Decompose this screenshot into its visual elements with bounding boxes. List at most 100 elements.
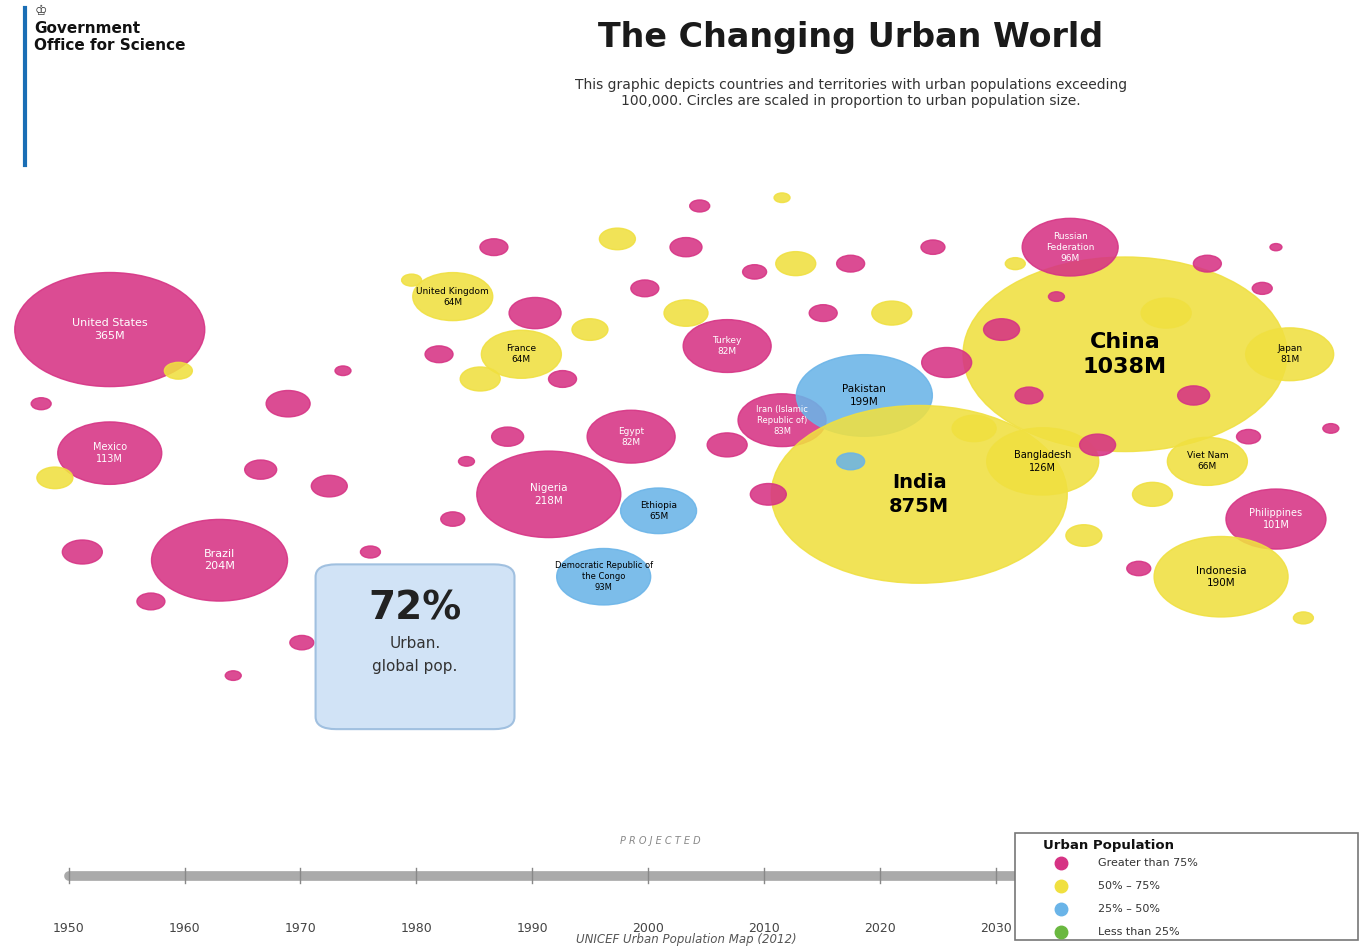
Text: This graphic depicts countries and territories with urban populations exceeding
: This graphic depicts countries and terri… — [575, 79, 1126, 109]
Circle shape — [549, 370, 576, 387]
Text: Pakistan
199M: Pakistan 199M — [842, 384, 886, 406]
Text: Less than 25%: Less than 25% — [1098, 926, 1179, 937]
Circle shape — [491, 427, 524, 446]
Circle shape — [413, 273, 493, 321]
Circle shape — [796, 354, 933, 437]
Circle shape — [1323, 423, 1339, 433]
Circle shape — [774, 193, 790, 203]
Circle shape — [1015, 387, 1043, 403]
Text: Iran (Islamic
Republic of)
83M: Iran (Islamic Republic of) 83M — [756, 404, 808, 436]
Text: Ethiopia
65M: Ethiopia 65M — [641, 501, 676, 521]
Circle shape — [750, 484, 786, 505]
Circle shape — [1246, 328, 1334, 381]
Circle shape — [440, 511, 465, 527]
Circle shape — [1168, 438, 1247, 486]
Text: P R O J E C T E D: P R O J E C T E D — [620, 836, 700, 847]
Text: 2020: 2020 — [864, 921, 896, 935]
Circle shape — [809, 305, 837, 321]
Circle shape — [707, 433, 748, 456]
Circle shape — [244, 460, 277, 479]
Circle shape — [460, 367, 501, 391]
Circle shape — [289, 635, 314, 650]
Circle shape — [335, 366, 351, 376]
Circle shape — [664, 300, 708, 327]
Text: India
875M: India 875M — [889, 474, 949, 515]
Text: Urban.: Urban. — [390, 636, 440, 651]
Text: Japan
81M: Japan 81M — [1277, 344, 1302, 365]
Text: 1960: 1960 — [169, 921, 200, 935]
Circle shape — [837, 256, 864, 272]
Circle shape — [775, 252, 816, 276]
Circle shape — [402, 274, 421, 286]
Text: Government
Office for Science: Government Office for Science — [34, 21, 185, 53]
Circle shape — [1066, 525, 1102, 546]
Text: Turkey
82M: Turkey 82M — [712, 336, 742, 356]
FancyBboxPatch shape — [1015, 833, 1358, 940]
Text: Greater than 75%: Greater than 75% — [1098, 858, 1198, 868]
Circle shape — [683, 319, 771, 372]
Circle shape — [151, 519, 288, 601]
Text: UNICEF Urban Population Map (2012): UNICEF Urban Population Map (2012) — [576, 933, 796, 946]
Circle shape — [1022, 219, 1118, 276]
Text: Viet Nam
66M: Viet Nam 66M — [1187, 452, 1228, 472]
Circle shape — [482, 331, 561, 378]
Circle shape — [32, 398, 51, 410]
Circle shape — [1227, 489, 1325, 549]
Text: Bangladesh
126M: Bangladesh 126M — [1014, 450, 1072, 473]
Circle shape — [952, 415, 996, 441]
Text: China
1038M: China 1038M — [1083, 331, 1168, 377]
Circle shape — [266, 390, 310, 417]
Text: 1990: 1990 — [516, 921, 549, 935]
Circle shape — [1006, 258, 1025, 270]
Text: France
64M: France 64M — [506, 344, 536, 365]
Circle shape — [1080, 434, 1115, 456]
Circle shape — [1142, 298, 1191, 328]
Text: Urban Population: Urban Population — [1043, 839, 1173, 851]
Text: 72%: 72% — [369, 589, 461, 627]
Circle shape — [425, 346, 453, 363]
Circle shape — [631, 280, 659, 296]
Circle shape — [1270, 243, 1281, 251]
Circle shape — [1194, 256, 1221, 272]
Circle shape — [1154, 537, 1288, 616]
Circle shape — [620, 488, 697, 533]
FancyBboxPatch shape — [316, 564, 514, 729]
Circle shape — [557, 548, 650, 605]
Text: Nigeria
218M: Nigeria 218M — [530, 483, 568, 506]
Text: United States
365M: United States 365M — [71, 318, 148, 341]
Circle shape — [477, 451, 620, 538]
Circle shape — [165, 363, 192, 379]
Text: 50% – 75%: 50% – 75% — [1098, 881, 1159, 891]
Circle shape — [922, 348, 971, 378]
Circle shape — [986, 428, 1099, 495]
Text: 1980: 1980 — [401, 921, 432, 935]
Circle shape — [1294, 612, 1313, 624]
Circle shape — [37, 467, 73, 489]
Text: 2000: 2000 — [632, 921, 664, 935]
Circle shape — [742, 264, 767, 279]
Text: United Kingdom
64M: United Kingdom 64M — [416, 287, 490, 307]
Text: Russian
Federation
96M: Russian Federation 96M — [1045, 232, 1095, 262]
Text: Indonesia
190M: Indonesia 190M — [1196, 565, 1246, 588]
Circle shape — [1236, 429, 1261, 444]
Circle shape — [62, 540, 103, 564]
Circle shape — [361, 546, 380, 558]
Circle shape — [480, 239, 508, 256]
Text: 1950: 1950 — [52, 921, 85, 935]
Circle shape — [771, 405, 1067, 583]
Circle shape — [921, 240, 945, 255]
Text: Democratic Republic of
the Congo
93M: Democratic Republic of the Congo 93M — [554, 562, 653, 592]
Circle shape — [738, 394, 826, 447]
Text: Egypt
82M: Egypt 82M — [617, 426, 645, 447]
Circle shape — [670, 238, 702, 257]
Circle shape — [963, 257, 1287, 452]
Circle shape — [311, 475, 347, 497]
Circle shape — [837, 453, 864, 470]
Text: 2050: 2050 — [1233, 912, 1318, 941]
Circle shape — [58, 422, 162, 484]
Circle shape — [1132, 482, 1173, 507]
Text: 1970: 1970 — [284, 921, 317, 935]
Circle shape — [509, 297, 561, 329]
Circle shape — [458, 456, 475, 466]
Text: 25% – 50%: 25% – 50% — [1098, 903, 1159, 914]
